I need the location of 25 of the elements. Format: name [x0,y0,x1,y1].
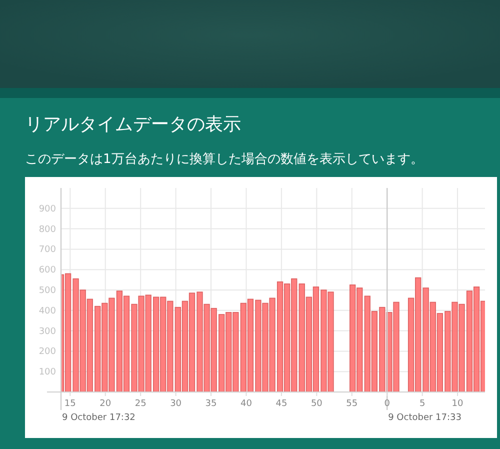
y-tick-label: 400 [38,306,56,316]
x-tick-label: 20 [100,399,112,409]
y-tick-label: 600 [38,266,56,276]
y-tick-label: 700 [38,245,56,256]
x-tick-label: 0 [384,399,390,409]
x-tick-label: 40 [240,399,252,409]
x-tick-label: 45 [276,399,288,409]
text: 9 October 17:32 [62,413,136,423]
x-tick-label: 30 [170,399,182,409]
x-tick-label: 50 [310,399,323,409]
x-tick-label: 15 [64,399,76,409]
chart-title: リアルタイムデータの表示 [25,114,241,135]
chart-subtitle: このデータは1万台あたりに換算した場合の数値を表示しています。 [25,152,424,167]
x-tick-label: 25 [134,399,146,409]
x-tick-label: 35 [205,399,217,409]
x-tick-label: 10 [452,399,464,409]
ref-line-label: 9 October 17:33 [388,413,462,423]
y-tick-label: 800 [38,224,56,235]
x-tick-label: 55 [346,399,358,409]
y-tick-label: 300 [38,326,56,337]
x-tick-label: 5 [419,399,426,409]
y-tick-label: 200 [38,347,56,358]
y-tick-label: 900 [38,204,56,214]
y-tick-label: 100 [38,368,56,378]
y-tick-label: 500 [38,286,56,296]
